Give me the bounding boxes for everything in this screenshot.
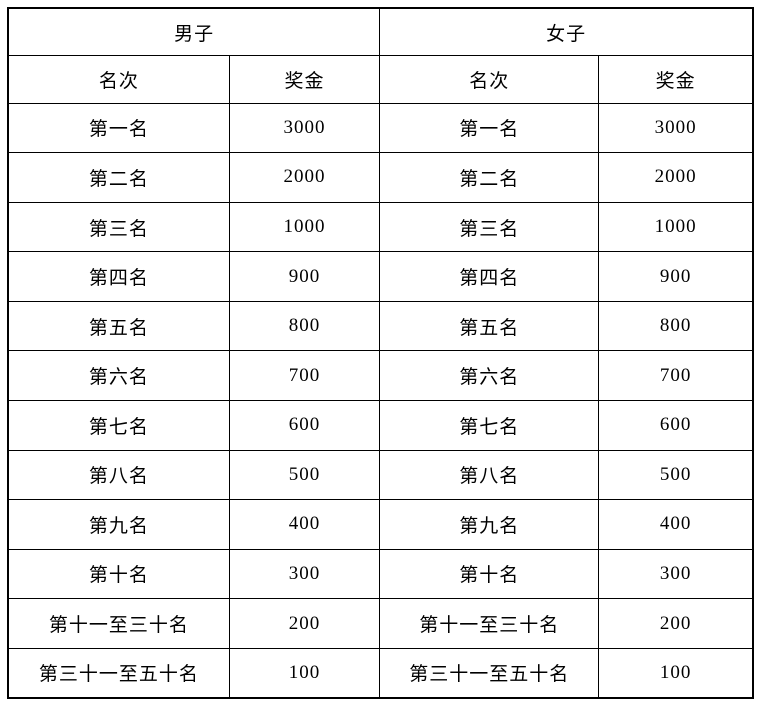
men-rank-cell: 第七名	[7, 399, 230, 451]
men-prize-cell: 300	[228, 548, 381, 600]
women-prize-cell: 3000	[598, 102, 754, 154]
men-rank-cell: 第一名	[7, 102, 230, 154]
men-rank-header: 名次	[7, 55, 230, 104]
table-row: 第七名 600 第七名 600	[7, 399, 754, 451]
women-rank-cell: 第四名	[379, 251, 600, 302]
women-rank-cell: 第十一至三十名	[379, 598, 600, 649]
men-prize-cell: 400	[228, 499, 381, 550]
men-prize-cell: 700	[228, 350, 381, 401]
men-rank-cell: 第二名	[7, 152, 230, 203]
men-rank-cell: 第六名	[7, 350, 230, 401]
women-group-header: 女子	[379, 7, 754, 57]
men-prize-cell: 800	[228, 300, 381, 352]
table-row: 第十一至三十名 200 第十一至三十名 200	[7, 598, 754, 649]
men-prize-cell: 500	[228, 449, 381, 501]
men-prize-cell: 1000	[228, 201, 381, 253]
men-rank-cell: 第三十一至五十名	[7, 647, 230, 699]
women-rank-cell: 第三十一至五十名	[379, 647, 600, 699]
women-prize-cell: 600	[598, 399, 754, 451]
women-prize-cell: 900	[598, 251, 754, 302]
women-prize-cell: 100	[598, 647, 754, 699]
women-prize-cell: 300	[598, 548, 754, 600]
men-prize-cell: 900	[228, 251, 381, 302]
men-group-header: 男子	[7, 7, 381, 57]
men-rank-cell: 第九名	[7, 499, 230, 550]
men-prize-cell: 3000	[228, 102, 381, 154]
women-rank-cell: 第九名	[379, 499, 600, 550]
men-rank-cell: 第四名	[7, 251, 230, 302]
women-rank-cell: 第二名	[379, 152, 600, 203]
women-rank-cell: 第五名	[379, 300, 600, 352]
women-rank-header: 名次	[379, 55, 600, 104]
table-row: 第四名 900 第四名 900	[7, 251, 754, 302]
men-prize-cell: 200	[228, 598, 381, 649]
prize-table: 男子 女子 名次 奖金 名次 奖金 第一名 3000 第一名 3000 第二名 …	[7, 7, 754, 699]
table-row: 第八名 500 第八名 500	[7, 449, 754, 501]
group-header-row: 男子 女子	[7, 7, 754, 57]
men-rank-cell: 第八名	[7, 449, 230, 501]
women-prize-header: 奖金	[598, 55, 754, 104]
men-rank-cell: 第三名	[7, 201, 230, 253]
women-rank-cell: 第三名	[379, 201, 600, 253]
women-prize-cell: 1000	[598, 201, 754, 253]
women-prize-cell: 800	[598, 300, 754, 352]
women-rank-cell: 第十名	[379, 548, 600, 600]
women-rank-cell: 第六名	[379, 350, 600, 401]
women-prize-cell: 2000	[598, 152, 754, 203]
women-prize-cell: 400	[598, 499, 754, 550]
men-prize-cell: 2000	[228, 152, 381, 203]
table-row: 第六名 700 第六名 700	[7, 350, 754, 401]
table-row: 第五名 800 第五名 800	[7, 300, 754, 352]
table-row: 第三名 1000 第三名 1000	[7, 201, 754, 253]
women-rank-cell: 第一名	[379, 102, 600, 154]
women-prize-cell: 500	[598, 449, 754, 501]
men-rank-cell: 第十一至三十名	[7, 598, 230, 649]
women-prize-cell: 700	[598, 350, 754, 401]
women-prize-cell: 200	[598, 598, 754, 649]
men-rank-cell: 第十名	[7, 548, 230, 600]
women-rank-cell: 第八名	[379, 449, 600, 501]
men-prize-cell: 600	[228, 399, 381, 451]
table-row: 第九名 400 第九名 400	[7, 499, 754, 550]
table-row: 第十名 300 第十名 300	[7, 548, 754, 600]
table-row: 第二名 2000 第二名 2000	[7, 152, 754, 203]
men-prize-cell: 100	[228, 647, 381, 699]
men-rank-cell: 第五名	[7, 300, 230, 352]
table-row: 第三十一至五十名 100 第三十一至五十名 100	[7, 647, 754, 699]
column-header-row: 名次 奖金 名次 奖金	[7, 55, 754, 104]
women-rank-cell: 第七名	[379, 399, 600, 451]
men-prize-header: 奖金	[228, 55, 381, 104]
table-row: 第一名 3000 第一名 3000	[7, 102, 754, 154]
